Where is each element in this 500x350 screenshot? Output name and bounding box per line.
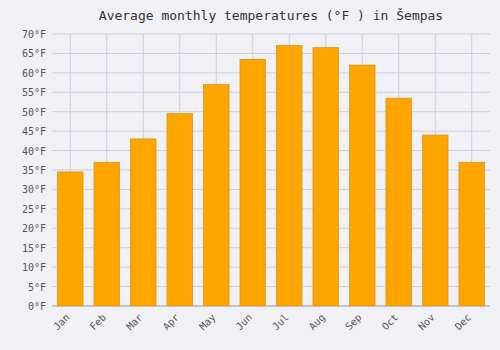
bar — [203, 85, 229, 306]
y-grid-line — [52, 111, 490, 112]
x-tick-label: May — [197, 312, 218, 333]
bars — [57, 46, 484, 306]
y-tick-label: 30°F — [22, 184, 46, 195]
bar — [386, 98, 412, 306]
y-grid-line — [52, 131, 490, 132]
y-grid-line — [52, 92, 490, 93]
y-tick-label: 60°F — [22, 68, 46, 79]
y-grid-line — [52, 34, 490, 35]
y-tick-label: 40°F — [22, 146, 46, 157]
bar — [313, 48, 339, 306]
bar — [459, 162, 485, 306]
y-grid-line — [52, 53, 490, 54]
axes: 0°F 5°F 10°F 15°F 20°F 25°F 30°F 35°F 40°F 45°F 50… — [22, 29, 490, 332]
y-tick-label: 10°F — [22, 262, 46, 273]
x-tick-label: Oct — [380, 312, 401, 333]
y-tick-label: 45°F — [22, 126, 46, 137]
x-tick-label: Apr — [161, 312, 182, 333]
x-tick-label: Sep — [343, 312, 364, 333]
y-tick-label: 20°F — [22, 223, 46, 234]
bar — [422, 135, 448, 306]
page: {"chart_data": {"type": "bar", "title": … — [0, 0, 500, 350]
bar — [349, 65, 375, 306]
y-tick-label: 5°F — [28, 282, 46, 293]
title: Average monthly temperatures (°F ) in Še… — [99, 8, 443, 23]
grid — [52, 34, 490, 306]
x-tick-label: Jan — [51, 312, 72, 333]
y-grid-line — [52, 72, 490, 73]
x-tick-label: Nov — [416, 312, 437, 333]
x-tick-label: Feb — [88, 312, 109, 333]
x-tick-label: Mar — [124, 312, 145, 333]
bar — [167, 114, 193, 306]
y-tick-label: 50°F — [22, 107, 46, 118]
chart-container: Average monthly temperatures (°F ) in Še… — [0, 0, 500, 350]
x-tick-label: Jun — [234, 312, 255, 333]
y-tick-label: 35°F — [22, 165, 46, 176]
y-tick-label: 0°F — [28, 301, 46, 312]
bar — [94, 162, 120, 306]
y-tick-label: 25°F — [22, 204, 46, 215]
y-tick-label: 15°F — [22, 243, 46, 254]
y-tick-label: 65°F — [22, 48, 46, 59]
chart-svg: Average monthly temperatures (°F ) in Še… — [0, 0, 500, 350]
bar — [276, 46, 302, 306]
bar — [57, 172, 83, 306]
x-tick-label: Jul — [270, 312, 291, 333]
bar — [130, 139, 156, 306]
x-tick-label: Dec — [453, 312, 474, 333]
y-tick-label: 55°F — [22, 87, 46, 98]
x-tick-label: Aug — [307, 312, 328, 333]
y-tick-label: 70°F — [22, 29, 46, 40]
bar — [240, 59, 266, 306]
